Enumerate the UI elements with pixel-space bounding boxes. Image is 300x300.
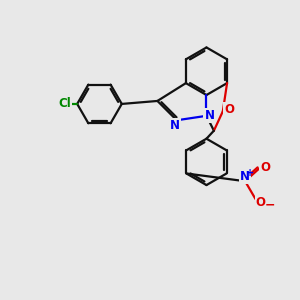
Text: −: − [265,199,275,212]
Text: N: N [204,109,214,122]
Text: +: + [246,168,254,178]
Text: Cl: Cl [58,98,71,110]
Text: O: O [260,161,270,174]
Text: O: O [224,103,234,116]
Text: N: N [170,119,180,132]
Text: O: O [256,196,266,209]
Text: N: N [240,170,250,183]
